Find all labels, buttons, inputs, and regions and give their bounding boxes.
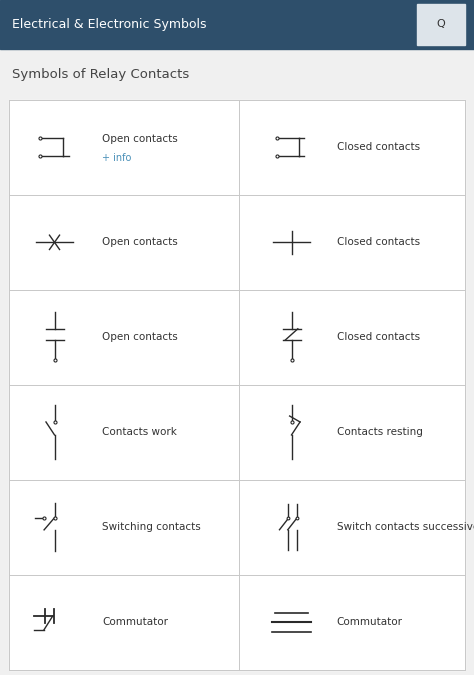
Text: Electrical & Electronic Symbols: Electrical & Electronic Symbols bbox=[12, 18, 206, 31]
Bar bbox=[9, 385, 239, 480]
Text: Symbols of Relay Contacts: Symbols of Relay Contacts bbox=[12, 68, 189, 81]
Bar bbox=[239, 290, 465, 385]
Text: Commutator: Commutator bbox=[102, 617, 168, 627]
Bar bbox=[9, 100, 239, 195]
Bar bbox=[417, 4, 465, 45]
Text: Contacts work: Contacts work bbox=[102, 427, 177, 437]
Text: + info: + info bbox=[102, 153, 131, 163]
Text: Open contacts: Open contacts bbox=[102, 332, 178, 342]
Bar bbox=[239, 385, 465, 480]
Bar bbox=[239, 195, 465, 290]
Text: Open contacts: Open contacts bbox=[102, 238, 178, 247]
Text: Open contacts: Open contacts bbox=[102, 134, 178, 144]
Bar bbox=[239, 574, 465, 670]
Text: Closed contacts: Closed contacts bbox=[337, 332, 419, 342]
Bar bbox=[239, 100, 465, 195]
Text: Switching contacts: Switching contacts bbox=[102, 522, 201, 532]
Text: Closed contacts: Closed contacts bbox=[337, 142, 419, 153]
Bar bbox=[239, 480, 465, 574]
Text: Q: Q bbox=[437, 20, 445, 29]
Bar bbox=[9, 480, 239, 574]
Text: Commutator: Commutator bbox=[337, 617, 402, 627]
Bar bbox=[9, 290, 239, 385]
Bar bbox=[0, 0, 474, 49]
Bar bbox=[9, 574, 239, 670]
Text: Switch contacts successive: Switch contacts successive bbox=[337, 522, 474, 532]
Bar bbox=[9, 195, 239, 290]
Text: Closed contacts: Closed contacts bbox=[337, 238, 419, 247]
Text: Contacts resting: Contacts resting bbox=[337, 427, 422, 437]
